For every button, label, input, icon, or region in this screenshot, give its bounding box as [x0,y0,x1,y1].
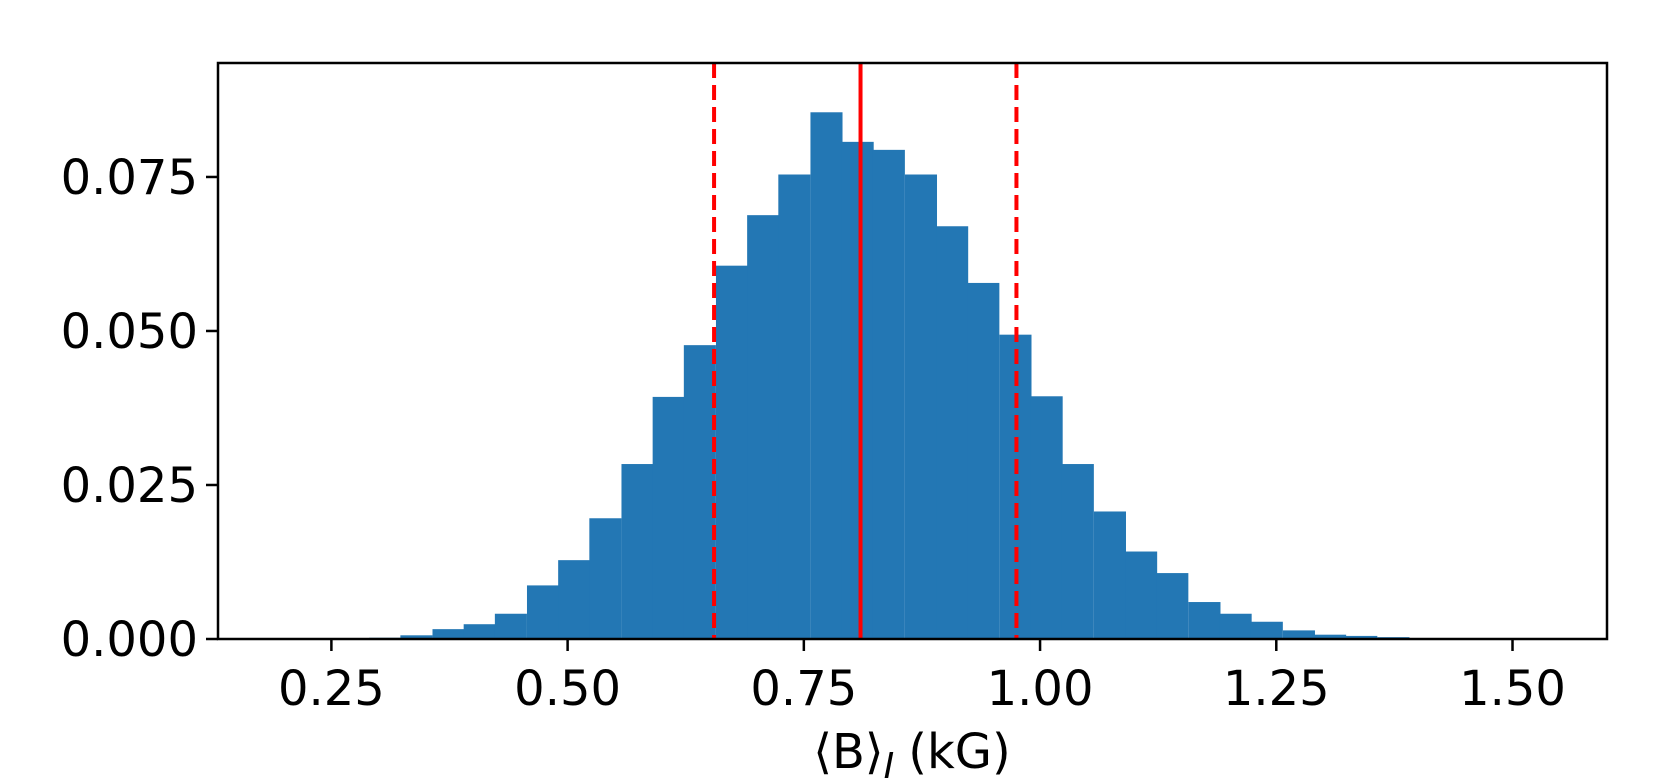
histogram-bar [558,560,591,639]
x-axis-label-symbol: ⟨B⟩ [813,724,883,778]
histogram-bar [400,635,433,639]
y-tick-label: 0.050 [61,304,198,360]
plot-frame [216,61,1609,641]
histogram-bar [936,226,969,639]
histogram-bar [494,613,527,639]
y-axis-ticks: 0.000 0.025 0.050 0.075 [61,150,218,668]
x-axis-label: ⟨B⟩I (kG) [813,724,1010,778]
y-tick-label: 0.025 [61,458,198,514]
histogram-bar [841,141,874,639]
histogram-bar [872,149,905,640]
histogram-bar [1282,630,1315,639]
histogram-bar [652,396,685,639]
histogram-bar [1314,634,1347,639]
histogram-bar [432,629,465,639]
histogram-bar [904,174,938,639]
histogram-bar [1345,635,1378,639]
histogram-bar [1093,511,1126,639]
x-tick-label: 1.50 [1459,661,1566,717]
histogram-bar [1188,602,1221,639]
histogram-bar [1125,551,1158,639]
histogram-bar [1156,573,1189,639]
histogram-bar [589,518,622,639]
x-tick-label: 1.00 [987,661,1094,717]
x-axis-label-unit: (kG) [908,724,1010,778]
histogram-bar [778,174,811,639]
x-tick-label: 0.50 [514,661,621,717]
histogram-bar [715,265,749,639]
histogram-bar [526,585,560,639]
histogram-bar [1030,396,1063,639]
x-tick-label: 0.25 [278,661,385,717]
histogram-bar [621,464,654,639]
histogram-bar [967,282,1000,639]
x-axis-label-subscript: I [884,746,895,778]
histogram-bar [683,345,716,639]
y-tick-label: 0.000 [61,612,198,668]
x-axis-ticks: 0.25 0.50 0.75 1.00 1.25 1.50 [278,639,1566,717]
x-tick-label: 1.25 [1223,661,1330,717]
histogram-bar [747,215,780,639]
x-tick-label: 0.75 [750,661,857,717]
histogram-bar [1061,464,1094,639]
y-tick-label: 0.075 [61,150,198,206]
reference-lines [712,63,1019,639]
histogram-bar [1219,613,1252,639]
histogram-bar [810,112,843,639]
histogram-bar [463,624,496,639]
histogram-bars [369,112,1410,640]
histogram-bar [1250,621,1283,639]
